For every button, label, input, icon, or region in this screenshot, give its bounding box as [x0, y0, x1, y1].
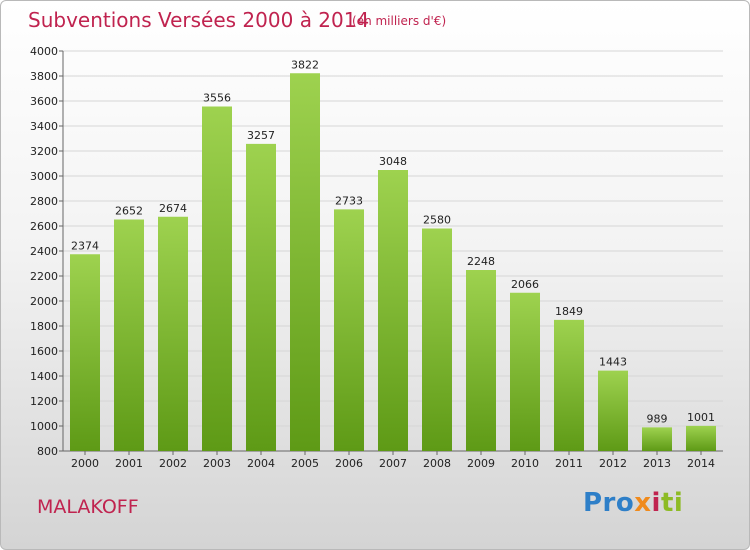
bar [466, 270, 496, 451]
bar [334, 209, 364, 451]
y-tick-label: 3600 [30, 95, 58, 108]
x-tick-label: 2007 [379, 457, 407, 470]
chart-subtitle: (en milliers d'€) [352, 14, 447, 28]
bar [598, 370, 628, 451]
y-tick-label: 3000 [30, 170, 58, 183]
bar [70, 254, 100, 451]
bar-value-label: 2066 [511, 278, 539, 291]
bar-value-label: 989 [647, 412, 668, 425]
bar-value-label: 1443 [599, 356, 627, 369]
x-tick-label: 2010 [511, 457, 539, 470]
bar-value-label: 1849 [555, 305, 583, 318]
bar-value-label: 2374 [71, 239, 99, 252]
bar [642, 427, 672, 451]
x-tick-label: 2006 [335, 457, 363, 470]
bar-value-label: 3556 [203, 92, 231, 105]
bar [114, 219, 144, 451]
y-tick-label: 3400 [30, 120, 58, 133]
x-tick-label: 2008 [423, 457, 451, 470]
x-tick-label: 2009 [467, 457, 495, 470]
x-tick-label: 2004 [247, 457, 275, 470]
x-tick-labels: 2000 2001 2002 2003 2004 2005 2006 2007 2008 2009… [71, 457, 715, 470]
bar-value-label: 2580 [423, 214, 451, 227]
logo-part: x [634, 488, 652, 518]
bar-value-label: 3822 [291, 58, 319, 71]
bar-value-label: 1001 [687, 411, 715, 424]
bar-value-label: 3257 [247, 129, 275, 142]
bar-value-label: 2674 [159, 202, 187, 215]
x-tick-label: 2002 [159, 457, 187, 470]
y-tick-label: 1400 [30, 370, 58, 383]
proxiti-logo: Proxiti [583, 488, 683, 518]
y-tick-label: 2600 [30, 220, 58, 233]
x-tick-label: 2013 [643, 457, 671, 470]
x-tick-label: 2014 [687, 457, 715, 470]
bar-value-label: 2248 [467, 255, 495, 268]
y-tick-label: 2800 [30, 195, 58, 208]
y-tick-label: 2200 [30, 270, 58, 283]
bar-value-label: 2652 [115, 205, 143, 218]
x-tick-label: 2005 [291, 457, 319, 470]
bar [554, 319, 584, 451]
bar [246, 143, 276, 451]
x-tick-label: 2001 [115, 457, 143, 470]
x-tick-label: 2003 [203, 457, 231, 470]
bar [686, 425, 716, 451]
chart-title: Subventions Versées 2000 à 2014 [28, 8, 370, 32]
value-labels: 2374 2652 2674 3556 3257 3822 2733 3048 2580 2248… [71, 58, 715, 425]
bar [158, 216, 188, 451]
y-tick-label: 1000 [30, 420, 58, 433]
bar [422, 228, 452, 451]
bar [202, 106, 232, 451]
bar-value-label: 2733 [335, 194, 363, 207]
y-tick-label: 2400 [30, 245, 58, 258]
x-tick-label: 2012 [599, 457, 627, 470]
bar [510, 292, 540, 451]
y-tick-label: 4000 [30, 45, 58, 58]
x-tick-label: 2000 [71, 457, 99, 470]
logo-part: ti [660, 488, 684, 518]
y-tick-labels: 800 1000 1200 1400 1600 1800 2000 2200 2400 2600 2… [30, 45, 58, 458]
y-tick-label: 1800 [30, 320, 58, 333]
logo-part: Pro [583, 488, 635, 518]
y-tick-label: 800 [37, 445, 58, 458]
logo-part: i [651, 488, 661, 518]
y-tick-label: 2000 [30, 295, 58, 308]
bar [290, 73, 320, 451]
city-name: MALAKOFF [37, 496, 139, 518]
bar [378, 170, 408, 451]
y-tick-label: 3200 [30, 145, 58, 158]
bars [70, 73, 716, 451]
x-tick-label: 2011 [555, 457, 583, 470]
y-tick-label: 1200 [30, 395, 58, 408]
y-tick-label: 1600 [30, 345, 58, 358]
bar-value-label: 3048 [379, 155, 407, 168]
y-tick-label: 3800 [30, 70, 58, 83]
